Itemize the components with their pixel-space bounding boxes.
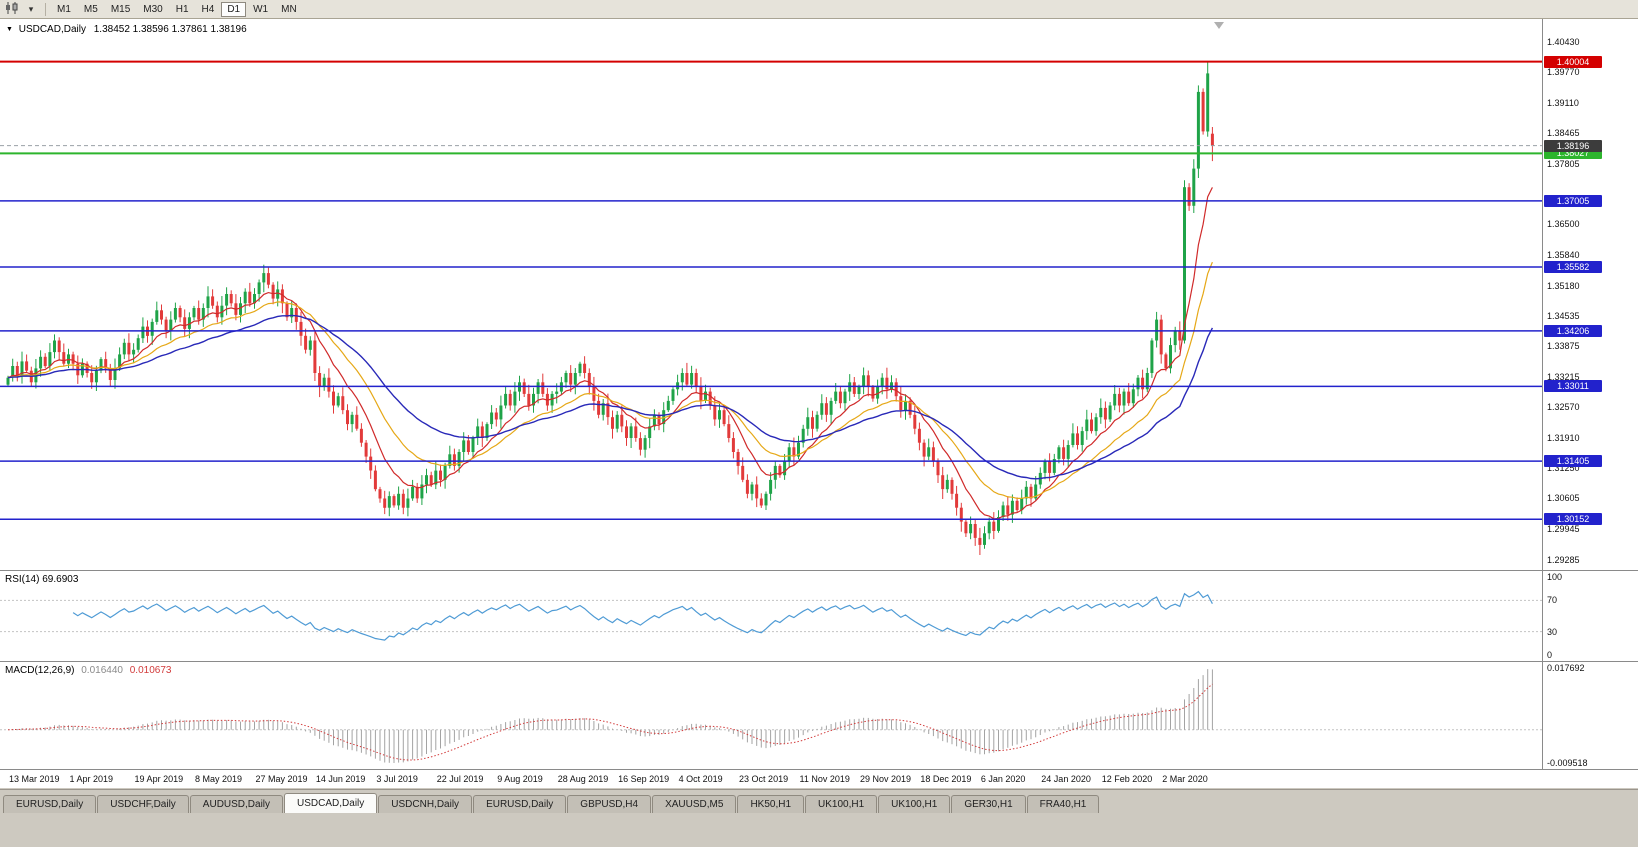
date-label: 24 Jan 2020: [1041, 774, 1091, 784]
price-tick: 1.35180: [1547, 280, 1580, 291]
macd-main-value: 0.016440: [81, 665, 123, 676]
current-price-badge: 1.38196: [1544, 139, 1602, 152]
price-tick: 1.35840: [1547, 250, 1580, 260]
timeframe-button-m5[interactable]: M5: [83, 3, 98, 15]
chart-ohlc-values: 1.38452 1.38596 1.37861 1.38196: [93, 24, 247, 35]
chart-tab-xauusd-m5[interactable]: XAUUSD,M5: [652, 795, 737, 813]
price-tick: 1.36500: [1547, 219, 1580, 230]
level-price-badge: 1.31405: [1544, 455, 1602, 468]
price-tick: 1.29945: [1547, 523, 1580, 534]
panel-separator[interactable]: [0, 570, 1638, 571]
level-price-badge: 1.34206: [1544, 324, 1602, 337]
chart-title: ▼ USDCAD,Daily 1.38452 1.38596 1.37861 1…: [6, 24, 247, 35]
level-price-badge: 1.40004: [1544, 55, 1602, 68]
date-label: 4 Oct 2019: [678, 774, 723, 784]
chart-tab-hk50-h1[interactable]: HK50,H1: [737, 795, 805, 813]
macd-scale-tick: -0.009518: [1547, 758, 1588, 768]
timeframe-toolbar: ▾ M1 M5 M15 M30 H1 H4 D1 W1 MN: [0, 0, 1638, 19]
chart-background: [0, 19, 1638, 788]
chart-tab-uk100-h1[interactable]: UK100,H1: [805, 795, 878, 813]
chart-tab-fra40-h1[interactable]: FRA40,H1: [1026, 795, 1100, 813]
date-label: 19 Apr 2019: [134, 774, 184, 784]
price-tick: 1.39770: [1547, 67, 1580, 78]
level-price-badge: 1.37005: [1544, 194, 1602, 207]
date-label: 29 Nov 2019: [859, 774, 911, 784]
chart-symbol-period: USDCAD,Daily: [18, 24, 86, 35]
price-tick: 1.30605: [1547, 493, 1580, 504]
chart-tab-uk100-h1[interactable]: UK100,H1: [878, 795, 951, 813]
toolbar-separator: [45, 2, 46, 16]
timeframe-button-h4[interactable]: H4: [201, 3, 215, 15]
chart-tab-ger30-h1[interactable]: GER30,H1: [951, 795, 1026, 813]
date-label: 23 Oct 2019: [739, 774, 789, 784]
date-label: 11 Nov 2019: [799, 774, 850, 784]
price-tick: 1.29285: [1547, 554, 1580, 565]
price-scale-separator: [1542, 19, 1543, 769]
date-label: 14 Jun 2019: [315, 774, 366, 784]
timeframe-button-mn[interactable]: MN: [281, 3, 297, 15]
macd-name: MACD(12,26,9): [5, 665, 75, 676]
chart-tab-eurusd-daily[interactable]: EURUSD,Daily: [3, 795, 97, 813]
rsi-scale-tick: 70: [1547, 595, 1558, 606]
price-tick: 1.31250: [1547, 463, 1580, 474]
date-label: 28 Aug 2019: [557, 774, 609, 784]
date-label: 8 May 2019: [195, 774, 243, 784]
price-tick: 1.40430: [1547, 36, 1580, 47]
date-label: 12 Feb 2020: [1101, 774, 1153, 784]
bottom-strip: [0, 813, 1638, 847]
date-label: 3 Jul 2019: [376, 774, 418, 784]
chart-tab-audusd-daily[interactable]: AUDUSD,Daily: [189, 795, 284, 813]
timeframe-button-m30[interactable]: M30: [143, 3, 163, 15]
chart-type-icon[interactable]: [3, 1, 21, 17]
timeframe-button-h1[interactable]: H1: [175, 3, 189, 15]
date-label: 1 Apr 2019: [69, 774, 113, 784]
macd-signal-value: 0.010673: [129, 665, 172, 676]
timeframe-button-group: M1 M5 M15 M30 H1 H4 D1 W1 MN: [51, 1, 303, 17]
price-tick: 1.37805: [1547, 158, 1580, 169]
date-label: 18 Dec 2019: [920, 774, 972, 784]
date-label: 6 Jan 2020: [980, 774, 1026, 784]
level-price-badge: 1.33011: [1544, 380, 1602, 393]
symbol-caret-icon[interactable]: ▼: [6, 26, 13, 33]
chart-shift-marker: [1214, 22, 1224, 29]
rsi-label: RSI(14) 69.6903: [5, 574, 79, 585]
macd-scale-tick: 0.017692: [1547, 663, 1585, 673]
timeframe-button-w1[interactable]: W1: [253, 3, 269, 15]
chart-tab-usdcnh-daily[interactable]: USDCNH,Daily: [378, 795, 473, 813]
price-tick: 1.31910: [1547, 432, 1580, 443]
timeframe-button-d1[interactable]: D1: [221, 1, 247, 17]
date-label: 9 Aug 2019: [497, 774, 543, 784]
macd-label: MACD(12,26,9) 0.016440 0.010673: [5, 665, 171, 676]
date-label: 27 May 2019: [255, 774, 308, 784]
price-tick: 1.33215: [1547, 371, 1580, 382]
date-label: 16 Sep 2019: [618, 774, 670, 784]
level-price-badge: 1.30152: [1544, 513, 1602, 526]
price-tick: 1.33875: [1547, 341, 1580, 352]
price-tick: 1.39110: [1547, 98, 1579, 109]
chart-tab-bar: EURUSD,Daily USDCHF,Daily AUDUSD,Daily USDC…: [0, 789, 1638, 813]
chart-tab-usdchf-daily[interactable]: USDCHF,Daily: [97, 795, 189, 813]
panel-separator: [0, 769, 1638, 770]
rsi-indicator-panel[interactable]: [0, 571, 1542, 661]
timeframe-button-m15[interactable]: M15: [110, 3, 131, 15]
date-label: 22 Jul 2019: [436, 774, 484, 784]
macd-indicator-panel[interactable]: [0, 662, 1542, 769]
price-tick: 1.32570: [1547, 401, 1580, 412]
chart-tab-gbpusd-h4[interactable]: GBPUSD,H4: [567, 795, 652, 813]
date-label: 13 Mar 2019: [9, 774, 60, 784]
price-tick: 1.38465: [1547, 128, 1580, 139]
chart-tab-usdcad-daily[interactable]: USDCAD,Daily: [284, 793, 378, 813]
main-price-chart[interactable]: [0, 19, 1542, 570]
rsi-scale-tick: 30: [1547, 626, 1558, 637]
panel-separator[interactable]: [0, 661, 1638, 662]
chart-type-dropdown-icon[interactable]: ▾: [28, 3, 34, 14]
level-price-badge: 1.35582: [1544, 260, 1602, 273]
date-label: 2 Mar 2020: [1162, 774, 1208, 784]
timeframe-button-m1[interactable]: M1: [57, 3, 71, 15]
chart-tab-eurusd-daily[interactable]: EURUSD,Daily: [473, 795, 567, 813]
rsi-scale-tick: 100: [1547, 572, 1563, 582]
rsi-scale-tick: 0: [1547, 650, 1553, 660]
price-tick: 1.34535: [1547, 310, 1580, 321]
